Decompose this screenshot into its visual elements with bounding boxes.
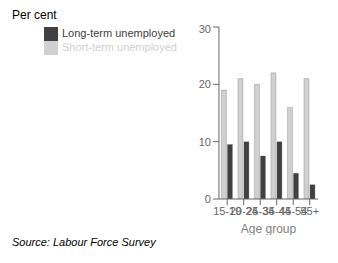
html-text:Long-term unemployed: Long-term unemployed [62, 27, 176, 39]
svg-text:15-19: 15-19 [213, 204, 242, 217]
svg-text:45-54: 45-54 [279, 204, 308, 217]
svg-text:20: 20 [199, 78, 211, 90]
svg-text:0: 0 [205, 193, 211, 205]
svg-text:25-34: 25-34 [246, 204, 275, 217]
html-text:Short-term unemployed: Short-term unemployed [62, 41, 177, 54]
svg-text:20-24: 20-24 [229, 204, 258, 217]
html-text:Per cent: Per cent [12, 8, 57, 22]
svg-text:30: 30 [199, 23, 211, 35]
html-text:Source: Labour Force Survey: Source: Labour Force Survey [12, 236, 156, 248]
svg-text:55+: 55+ [300, 205, 319, 217]
svg-text:10: 10 [199, 136, 211, 148]
svg-text:Age group: Age group [241, 222, 297, 235]
svg-text:35-44: 35-44 [262, 204, 291, 217]
